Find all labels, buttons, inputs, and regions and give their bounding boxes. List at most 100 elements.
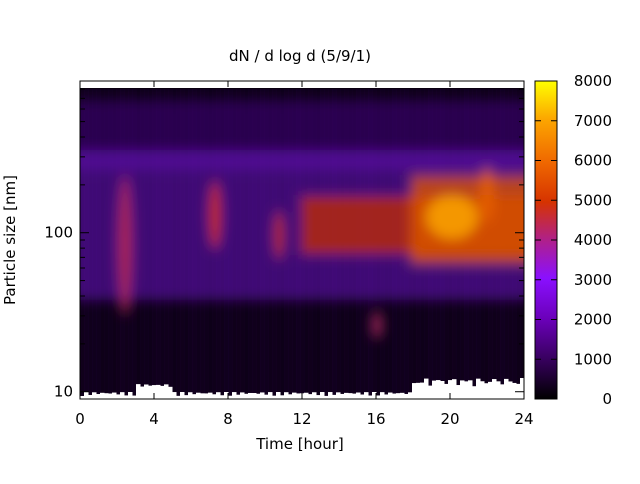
- no-data-cell: [360, 394, 365, 399]
- no-data-cell: [320, 392, 325, 399]
- heatmap-area: [80, 81, 524, 399]
- colorbar-axis: 0 1000 2000 3000 4000 5000 6000 7000 8000: [535, 72, 612, 408]
- no-data-cell: [188, 392, 193, 399]
- no-data-cell: [240, 392, 245, 399]
- colorbar-tick-label: 4000: [574, 231, 612, 249]
- no-data-cell: [168, 386, 173, 399]
- no-data-cell: [256, 393, 261, 399]
- no-data-cell: [428, 385, 433, 399]
- no-data-cell: [104, 393, 109, 399]
- no-data-cell: [508, 381, 513, 399]
- no-data-cell: [112, 392, 117, 399]
- no-data-cell: [368, 395, 373, 399]
- heatmap-burst-7-5h: [208, 180, 222, 250]
- no-data-cell: [236, 394, 241, 399]
- no-data-cell: [120, 392, 125, 399]
- no-data-cell: [492, 379, 497, 399]
- no-data-cell: [496, 381, 501, 399]
- no-data-cell: [352, 393, 357, 399]
- x-tick-label: 12: [292, 410, 311, 428]
- no-data-cell: [288, 394, 293, 399]
- y-tick-label: 10: [54, 383, 73, 401]
- no-data-cell: [304, 392, 309, 399]
- no-data-cell: [200, 393, 205, 399]
- heatmap-burst-10-7h: [273, 210, 285, 260]
- heatmap-bands: [80, 100, 524, 339]
- no-data-cell: [324, 395, 329, 399]
- no-data-cell: [156, 384, 161, 399]
- no-data-cell: [192, 394, 197, 399]
- no-data-cell: [260, 392, 265, 399]
- heatmap-burst-16h: [372, 311, 382, 339]
- no-data-cell: [472, 386, 477, 399]
- no-data-cell: [224, 392, 229, 399]
- no-data-cell: [204, 393, 209, 399]
- no-data-cell: [164, 384, 169, 399]
- x-axis-label: Time [hour]: [255, 435, 344, 453]
- x-tick-label: 8: [223, 410, 233, 428]
- no-data-cell: [292, 392, 297, 399]
- no-data-cell: [124, 395, 129, 399]
- no-data-cell: [160, 385, 165, 399]
- no-data-cell: [364, 392, 369, 399]
- no-data-cell: [228, 395, 233, 399]
- no-data-cell: [276, 392, 281, 399]
- heatmap-peak-20h: [426, 195, 478, 239]
- y-axis: 10 100: [44, 80, 524, 401]
- no-data-cell: [356, 392, 361, 399]
- no-data-cell: [284, 392, 289, 399]
- no-data-cell: [444, 383, 449, 399]
- no-data-cell: [268, 392, 273, 399]
- no-data-cell: [412, 383, 417, 399]
- no-data-cell: [176, 395, 181, 399]
- no-data-cell: [316, 395, 321, 399]
- colorbar-tick-label: 1000: [574, 350, 612, 368]
- no-data-cell: [296, 393, 301, 399]
- no-data-cell: [308, 394, 313, 399]
- no-data-cell: [348, 393, 353, 399]
- x-tick-label: 16: [366, 410, 385, 428]
- no-data-cell: [464, 381, 469, 399]
- no-data-cell: [132, 395, 137, 399]
- no-data-cell: [264, 394, 269, 399]
- no-data-cell: [452, 379, 457, 399]
- no-data-cell: [372, 392, 377, 399]
- no-data-cell: [424, 378, 429, 399]
- x-axis: 0 4 8 12 16 20 24: [75, 81, 534, 428]
- no-data-cell: [248, 392, 253, 399]
- no-data-cell: [392, 393, 397, 399]
- heatmap-peak-22h: [480, 167, 494, 223]
- no-data-cell: [80, 396, 85, 399]
- no-data-cell: [88, 394, 93, 399]
- no-data-cell: [376, 395, 381, 399]
- no-data-cell: [384, 394, 389, 399]
- no-data-cell: [96, 394, 101, 399]
- no-data-cell: [92, 392, 97, 399]
- colorbar-tick-label: 5000: [574, 191, 612, 209]
- y-tick-label: 100: [44, 224, 73, 242]
- colorbar-tick-label: 8000: [574, 72, 612, 90]
- no-data-cell: [340, 393, 345, 399]
- colorbar-tick-label: 0: [602, 390, 612, 408]
- no-data-cell: [500, 384, 505, 399]
- heatmap-burst-2-5h: [117, 175, 133, 315]
- no-data-cell: [180, 392, 185, 399]
- no-data-cell: [312, 392, 317, 399]
- no-data-cell: [144, 384, 149, 399]
- y-axis-label: Particle size [nm]: [1, 175, 19, 305]
- colorbar-tick-label: 2000: [574, 311, 612, 329]
- no-data-cell: [152, 385, 157, 399]
- no-data-cell: [184, 395, 189, 399]
- colorbar-tick-label: 3000: [574, 271, 612, 289]
- no-data-cell: [380, 392, 385, 399]
- no-data-cell: [460, 380, 465, 399]
- no-data-cell: [512, 382, 517, 399]
- no-data-cell: [116, 394, 121, 399]
- x-tick-label: 20: [440, 410, 459, 428]
- no-data-cell: [476, 378, 481, 399]
- no-data-cell: [432, 380, 437, 399]
- no-data-cell: [244, 393, 249, 399]
- no-data-cell: [196, 392, 201, 399]
- no-data-cell: [400, 392, 405, 399]
- no-data-cell: [480, 381, 485, 399]
